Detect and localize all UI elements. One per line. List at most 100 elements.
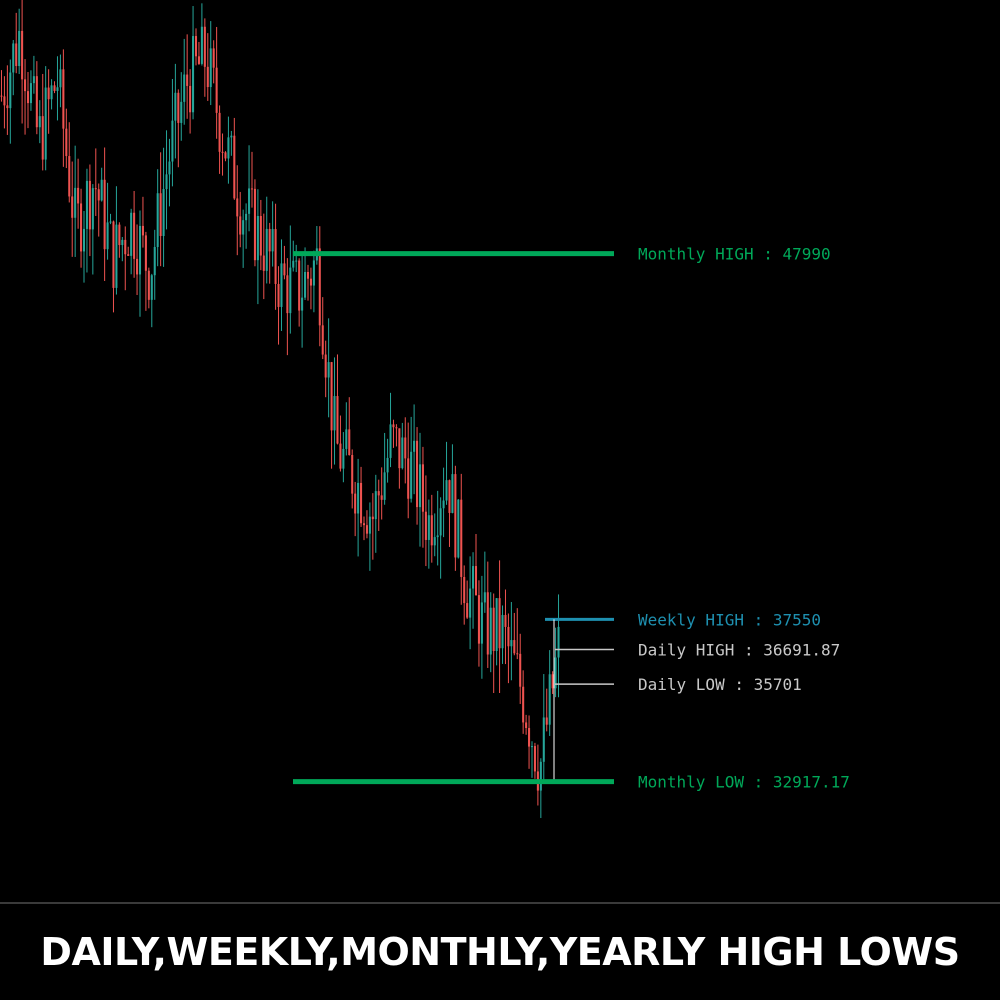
- candle-body: [377, 491, 380, 496]
- candle-body: [463, 576, 466, 604]
- candle-body: [271, 229, 274, 252]
- weekly-high-label: Weekly HIGH : 37550: [638, 610, 821, 629]
- candle-body: [542, 717, 545, 762]
- candle-body: [451, 474, 454, 513]
- candle-body: [519, 653, 522, 687]
- monthly-low-label: Monthly LOW : 32917.17: [638, 773, 850, 792]
- candle-body: [507, 626, 510, 647]
- candle-body: [230, 135, 233, 138]
- candle-body: [545, 717, 548, 725]
- candle-body: [256, 216, 259, 261]
- candle-body: [29, 83, 32, 104]
- candle-body: [309, 278, 312, 286]
- candle-body: [466, 603, 469, 618]
- candle-body: [212, 48, 215, 68]
- candle-body: [360, 482, 363, 524]
- candle-body: [348, 429, 351, 455]
- candle-body: [525, 722, 528, 729]
- candle-body: [283, 263, 286, 276]
- candle-body: [168, 161, 171, 175]
- candle-body: [401, 437, 404, 469]
- candle-body: [233, 135, 236, 199]
- candle-body: [368, 516, 371, 534]
- candle-body: [242, 220, 245, 235]
- candle-body: [6, 105, 9, 109]
- candle-body: [398, 428, 401, 469]
- candle-body: [26, 91, 30, 104]
- candle-body: [59, 69, 62, 88]
- candle-body: [321, 325, 324, 355]
- candle-body: [427, 515, 430, 540]
- candle-body: [162, 189, 165, 237]
- candle-body: [133, 212, 136, 259]
- candle-body: [436, 535, 439, 538]
- candle-body: [121, 239, 124, 246]
- candle-body: [12, 43, 15, 73]
- candle-body: [389, 424, 392, 458]
- candle-body: [74, 187, 77, 218]
- candle-body: [268, 228, 271, 252]
- candle-body: [183, 74, 186, 102]
- candle-body: [380, 495, 383, 500]
- candle-body: [77, 187, 80, 204]
- candle-body: [292, 260, 295, 268]
- candle-body: [498, 598, 501, 649]
- candle-body: [138, 225, 142, 275]
- candle-body: [513, 640, 516, 654]
- candle-body: [392, 424, 395, 428]
- candle-body: [18, 30, 21, 67]
- candle-body: [65, 128, 68, 157]
- candle-body: [495, 598, 498, 651]
- monthly-high-label: Monthly HIGH : 47990: [638, 245, 831, 264]
- candle-body: [68, 156, 71, 197]
- candle-body: [32, 76, 35, 84]
- candle-body: [486, 592, 489, 655]
- candle-body: [445, 480, 448, 501]
- candle-body: [174, 92, 177, 121]
- candle-body: [312, 260, 315, 286]
- candle-body: [41, 116, 44, 160]
- candle-body: [339, 443, 342, 469]
- candle-body: [236, 198, 239, 217]
- candle-body: [410, 451, 413, 499]
- candle-body: [262, 255, 265, 271]
- candle-body: [85, 180, 88, 229]
- candle-body: [407, 458, 410, 499]
- candle-body: [253, 188, 256, 261]
- candle-body: [557, 626, 560, 658]
- candle-body: [516, 653, 519, 655]
- candle-body: [413, 440, 416, 452]
- candle-body: [203, 26, 206, 67]
- candle-body: [80, 203, 83, 252]
- candle-body: [374, 491, 377, 520]
- candle-body: [306, 272, 310, 279]
- candle-body: [418, 464, 422, 508]
- candle-body: [454, 474, 457, 558]
- candle-body: [248, 188, 251, 214]
- price-chart: Monthly HIGH : 47990 Weekly HIGH : 37550 D…: [0, 0, 850, 819]
- candle-body: [365, 525, 368, 534]
- candle-body: [94, 188, 97, 190]
- candle-body: [304, 272, 307, 298]
- candle-body: [318, 248, 321, 326]
- candle-body: [460, 499, 463, 577]
- candle-body: [239, 216, 242, 235]
- candle-body: [197, 56, 200, 64]
- candle-body: [62, 69, 65, 129]
- candle-body: [472, 566, 475, 589]
- candle-body: [448, 480, 451, 513]
- candle-body: [141, 225, 144, 236]
- candle-body: [289, 267, 292, 314]
- candle-body: [71, 196, 74, 218]
- candle-body: [103, 179, 106, 250]
- candle-body: [186, 74, 189, 86]
- candle-body: [100, 179, 103, 201]
- candle-body: [533, 746, 536, 772]
- candle-body: [298, 260, 301, 311]
- candle-body: [362, 523, 366, 526]
- candle-body: [483, 592, 486, 603]
- candle-body: [3, 96, 6, 106]
- candle-body: [53, 85, 56, 91]
- candle-body: [150, 275, 153, 300]
- candle-body: [88, 180, 91, 230]
